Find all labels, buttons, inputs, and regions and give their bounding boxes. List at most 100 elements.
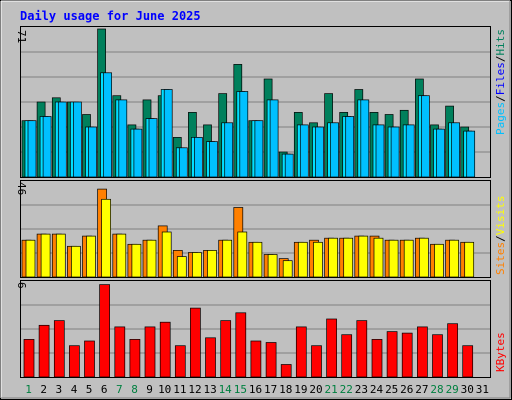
bar-sites-day-12 (192, 252, 202, 278)
legend-sites: Sites (494, 242, 507, 275)
bar-sites-day-24 (373, 237, 384, 278)
x-tick-label-22: 22 (340, 383, 353, 396)
bar-pages-day-22 (345, 116, 355, 178)
bar-pages-day-24 (375, 124, 385, 178)
bar-sites-day-26 (403, 239, 414, 278)
x-tick-label-4: 4 (71, 383, 78, 396)
bar-pages-day-23 (360, 99, 370, 178)
x-tick-label-9: 9 (146, 383, 153, 396)
x-tick-label-16: 16 (249, 383, 262, 396)
bar-sites-day-9 (146, 239, 157, 278)
mid-max-label: 46 (15, 182, 28, 195)
x-tick-label-8: 8 (131, 383, 138, 396)
bar-pages-day-21 (330, 122, 339, 178)
bar-sites-day-18 (282, 260, 293, 278)
bar-sites-day-8 (131, 243, 142, 278)
legend-top: Pages/Files/Hits (494, 29, 507, 135)
bar-sites-day-25 (388, 239, 399, 278)
x-tick-label-3: 3 (55, 383, 62, 396)
bar-kbytes-day-30 (462, 345, 474, 378)
bar-kbytes-day-10 (159, 321, 171, 378)
x-tick-label-2: 2 (40, 383, 47, 396)
x-tick-label-15: 15 (234, 383, 247, 396)
x-tick-label-7: 7 (116, 383, 123, 396)
bar-pages-day-26 (405, 124, 415, 178)
bar-sites-day-27 (419, 237, 429, 278)
x-tick-label-10: 10 (158, 383, 171, 396)
x-tick-label-6: 6 (101, 383, 108, 396)
bar-sites-day-7 (116, 233, 127, 278)
bar-pages-day-3 (57, 101, 67, 178)
x-tick-label-31: 31 (476, 383, 489, 396)
bar-pages-day-5 (88, 126, 97, 178)
x-tick-label-17: 17 (264, 383, 277, 396)
legend-separator-3: / (494, 235, 507, 242)
bar-pages-day-14 (224, 122, 234, 178)
bar-pages-day-16 (254, 120, 264, 178)
bar-sites-day-19 (297, 241, 308, 278)
legend-separator-2: / (494, 56, 507, 63)
bar-kbytes-day-2 (38, 324, 50, 378)
bar-sites-day-2 (40, 233, 51, 278)
bar-sites-day-15 (237, 231, 248, 278)
bar-kbytes-day-3 (53, 320, 65, 378)
bar-sites-day-22 (343, 237, 354, 278)
bar-pages-day-12 (194, 137, 203, 178)
bar-pages-day-9 (148, 118, 158, 178)
bar-kbytes-day-20 (311, 345, 322, 378)
bar-sites-day-20 (313, 241, 323, 278)
bar-pages-day-7 (118, 99, 128, 178)
bar-kbytes-day-16 (250, 340, 262, 378)
bars-layer (21, 28, 476, 378)
bar-sites-day-14 (222, 239, 233, 278)
bar-sites-day-1 (25, 239, 36, 278)
bar-sites-day-30 (464, 241, 475, 278)
bar-kbytes-day-23 (356, 320, 368, 378)
x-tick-label-19: 19 (294, 383, 307, 396)
x-tick-label-24: 24 (370, 383, 384, 396)
bar-pages-day-15 (239, 91, 249, 178)
bar-pages-day-10 (163, 89, 173, 178)
bar-kbytes-day-11 (174, 345, 186, 378)
bar-sites-day-16 (252, 241, 263, 278)
bar-kbytes-day-26 (401, 332, 413, 378)
x-tick-label-20: 20 (309, 383, 322, 396)
bar-kbytes-day-12 (190, 307, 201, 378)
bar-kbytes-day-19 (295, 326, 307, 378)
bar-pages-day-13 (209, 141, 218, 178)
bar-sites-day-11 (176, 256, 187, 278)
bar-kbytes-day-6 (99, 284, 110, 378)
legend-bottom: KBytes (494, 332, 507, 372)
bar-kbytes-day-14 (220, 320, 232, 378)
bar-sites-day-6 (101, 198, 111, 278)
legend-files: Files (494, 62, 507, 95)
bar-kbytes-day-29 (447, 323, 458, 378)
bar-pages-day-4 (73, 101, 82, 178)
bar-sites-day-4 (71, 245, 81, 278)
x-tick-label-23: 23 (355, 383, 368, 396)
x-tick-label-14: 14 (219, 383, 233, 396)
bar-pages-day-29 (451, 122, 460, 178)
bar-kbytes-day-25 (386, 331, 398, 378)
bar-kbytes-day-15 (235, 312, 247, 378)
bar-pages-day-25 (390, 126, 400, 178)
legend-hits: Hits (494, 29, 507, 56)
bar-pages-day-27 (421, 95, 430, 178)
x-tick-label-13: 13 (203, 383, 216, 396)
bar-pages-day-1 (27, 120, 37, 178)
chart-title: Daily usage for June 2025 (20, 9, 201, 23)
x-tick-label-12: 12 (188, 383, 201, 396)
x-tick-label-28: 28 (430, 383, 443, 396)
legend-pages: Pages (494, 102, 507, 135)
bar-pages-day-19 (299, 124, 309, 178)
bar-pages-day-11 (178, 147, 188, 178)
x-tick-label-26: 26 (400, 383, 413, 396)
bar-pages-day-8 (133, 128, 143, 178)
x-tick-label-30: 30 (461, 383, 474, 396)
x-tick-label-29: 29 (446, 383, 459, 396)
bar-kbytes-day-13 (205, 337, 216, 378)
legend-separator-1: / (494, 95, 507, 102)
legend-visits: Visits (494, 196, 507, 236)
bar-sites-day-17 (267, 254, 278, 278)
